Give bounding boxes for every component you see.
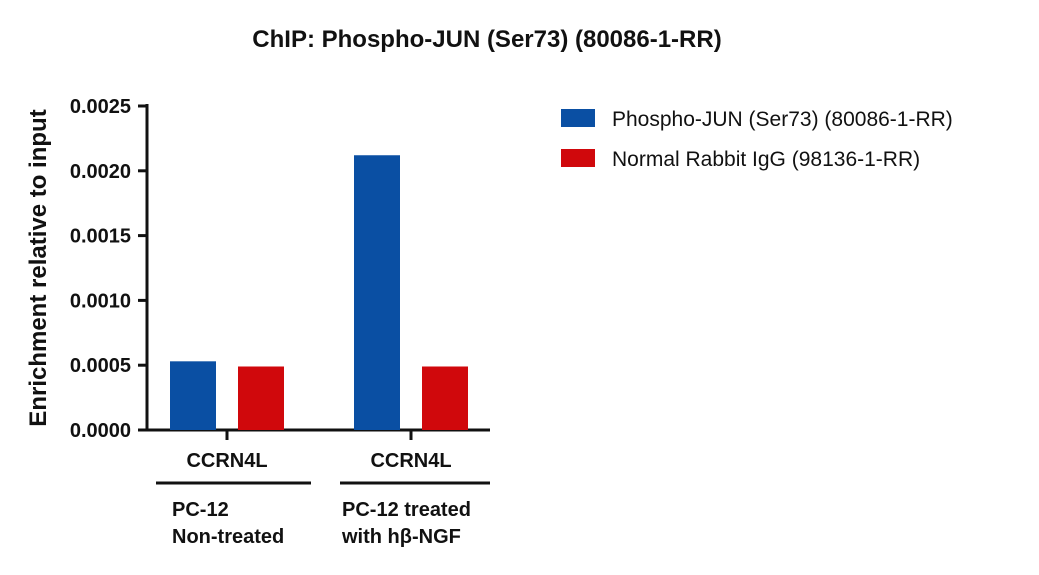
group-label-line: with hβ-NGF [341, 526, 461, 548]
bar-phospho-jun-1 [170, 361, 216, 430]
group-label-line: Non-treated [172, 526, 284, 548]
legend-label: Normal Rabbit IgG (98136-1-RR) [612, 148, 920, 171]
y-tick-label: 0.0010 [70, 290, 131, 312]
x-categories: CCRN4L CCRN4L [186, 430, 452, 472]
y-tick-label: 0.0005 [70, 355, 131, 377]
bar-igg-1 [238, 366, 284, 430]
chart-title: ChIP: Phospho-JUN (Ser73) (80086-1-RR) [252, 26, 721, 53]
y-axis-label: Enrichment relative to input [25, 109, 52, 426]
bar-igg-2 [422, 366, 468, 430]
x-category-label: CCRN4L [370, 450, 451, 472]
group-labels: PC-12 Non-treated PC-12 treated with hβ-NGF [156, 481, 490, 548]
y-tick-label: 0.0000 [70, 420, 131, 442]
y-tick-label: 0.0025 [70, 96, 131, 118]
legend-swatch [561, 149, 595, 167]
bar-phospho-jun-2 [354, 155, 400, 431]
legend: Phospho-JUN (Ser73) (80086-1-RR) Normal R… [561, 108, 953, 171]
legend-swatch [561, 109, 595, 127]
y-tick-label: 0.0015 [70, 226, 131, 248]
group-label-line: PC-12 [172, 499, 229, 521]
y-ticks: 0.0000 0.0005 0.0010 0.0015 0.0020 0.0025 [70, 96, 147, 442]
group-label-line: PC-12 treated [342, 499, 471, 521]
bars [170, 155, 468, 431]
y-tick-label: 0.0020 [70, 161, 131, 183]
legend-label: Phospho-JUN (Ser73) (80086-1-RR) [612, 108, 953, 131]
x-category-label: CCRN4L [186, 450, 267, 472]
